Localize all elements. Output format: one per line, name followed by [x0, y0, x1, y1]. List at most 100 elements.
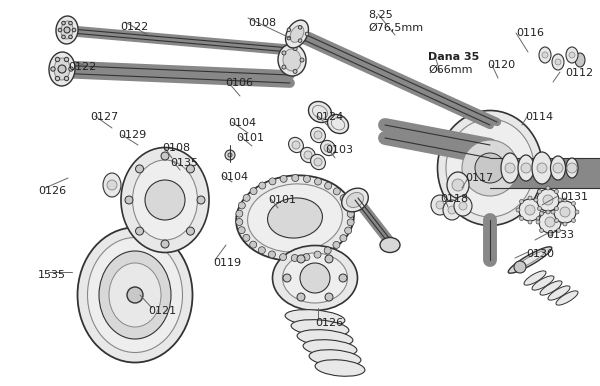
Circle shape	[64, 76, 69, 81]
Text: 0114: 0114	[525, 112, 553, 122]
Circle shape	[282, 51, 286, 55]
Ellipse shape	[447, 172, 469, 198]
Circle shape	[197, 196, 205, 204]
Circle shape	[339, 274, 347, 282]
Text: 0122: 0122	[120, 22, 148, 32]
Circle shape	[287, 36, 291, 40]
Circle shape	[62, 35, 65, 39]
Circle shape	[340, 235, 347, 242]
Ellipse shape	[532, 276, 554, 290]
Circle shape	[542, 52, 548, 58]
Circle shape	[558, 198, 562, 202]
Circle shape	[51, 67, 55, 71]
Ellipse shape	[301, 147, 316, 163]
Circle shape	[436, 201, 444, 209]
Text: 0124: 0124	[315, 112, 343, 122]
Circle shape	[291, 254, 298, 261]
Circle shape	[545, 217, 555, 227]
Text: 0117: 0117	[465, 173, 493, 183]
Ellipse shape	[54, 58, 70, 80]
Circle shape	[560, 207, 570, 217]
Circle shape	[539, 212, 544, 215]
Circle shape	[333, 188, 340, 195]
Circle shape	[236, 210, 243, 217]
Circle shape	[548, 232, 552, 236]
Ellipse shape	[532, 152, 552, 184]
Circle shape	[238, 227, 245, 234]
Text: 0133: 0133	[546, 230, 574, 240]
Ellipse shape	[539, 47, 551, 63]
Ellipse shape	[328, 115, 349, 134]
Ellipse shape	[272, 245, 358, 310]
Circle shape	[340, 195, 347, 201]
Circle shape	[546, 186, 550, 190]
Ellipse shape	[431, 195, 449, 215]
Circle shape	[569, 52, 575, 58]
Ellipse shape	[552, 54, 564, 70]
Circle shape	[325, 182, 332, 189]
Circle shape	[314, 131, 322, 139]
Text: 0131: 0131	[560, 192, 588, 202]
Ellipse shape	[308, 102, 332, 122]
Circle shape	[536, 200, 541, 203]
Circle shape	[107, 180, 117, 190]
Text: Ø76,5mm: Ø76,5mm	[368, 23, 423, 33]
Circle shape	[528, 220, 532, 224]
Ellipse shape	[519, 199, 541, 221]
Text: 0118: 0118	[440, 194, 468, 204]
Text: Dana 35: Dana 35	[428, 52, 479, 62]
Circle shape	[55, 57, 60, 62]
Ellipse shape	[518, 155, 534, 181]
Circle shape	[448, 206, 456, 214]
Text: 0106: 0106	[225, 78, 253, 88]
Circle shape	[462, 140, 518, 196]
Circle shape	[292, 141, 300, 149]
Circle shape	[520, 200, 524, 203]
Ellipse shape	[501, 153, 519, 183]
Ellipse shape	[539, 211, 561, 233]
Circle shape	[145, 180, 185, 220]
Circle shape	[538, 190, 542, 193]
Text: 0108: 0108	[162, 143, 190, 153]
Text: 0129: 0129	[118, 130, 146, 140]
Ellipse shape	[566, 47, 578, 63]
Ellipse shape	[443, 200, 461, 220]
Ellipse shape	[524, 271, 546, 285]
Circle shape	[534, 198, 538, 202]
Circle shape	[268, 251, 275, 258]
Ellipse shape	[88, 237, 182, 352]
Ellipse shape	[121, 147, 209, 252]
Circle shape	[554, 190, 559, 193]
Circle shape	[127, 287, 143, 303]
Circle shape	[225, 150, 235, 160]
Ellipse shape	[551, 156, 566, 180]
Ellipse shape	[566, 158, 578, 178]
Circle shape	[525, 205, 535, 215]
Circle shape	[325, 255, 333, 263]
Circle shape	[571, 201, 575, 205]
Ellipse shape	[346, 193, 364, 208]
Circle shape	[324, 144, 332, 152]
Circle shape	[556, 229, 560, 232]
Ellipse shape	[575, 53, 585, 67]
Ellipse shape	[49, 52, 75, 86]
Circle shape	[475, 153, 505, 183]
Circle shape	[136, 227, 143, 235]
Ellipse shape	[61, 21, 73, 39]
Circle shape	[228, 153, 232, 157]
Circle shape	[514, 261, 526, 273]
Circle shape	[259, 182, 266, 189]
Ellipse shape	[283, 253, 347, 303]
Ellipse shape	[508, 247, 552, 273]
Ellipse shape	[77, 227, 193, 362]
Ellipse shape	[548, 286, 570, 300]
Text: 0126: 0126	[315, 318, 343, 328]
Circle shape	[575, 210, 579, 214]
Ellipse shape	[297, 330, 353, 346]
Circle shape	[283, 274, 291, 282]
Circle shape	[543, 195, 553, 205]
Circle shape	[292, 174, 299, 181]
Circle shape	[297, 293, 305, 301]
Circle shape	[347, 219, 354, 226]
Circle shape	[554, 207, 559, 210]
